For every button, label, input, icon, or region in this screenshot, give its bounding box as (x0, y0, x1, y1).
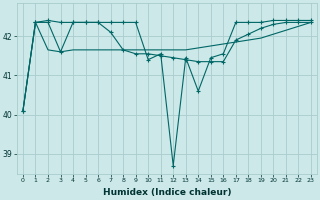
X-axis label: Humidex (Indice chaleur): Humidex (Indice chaleur) (103, 188, 231, 197)
